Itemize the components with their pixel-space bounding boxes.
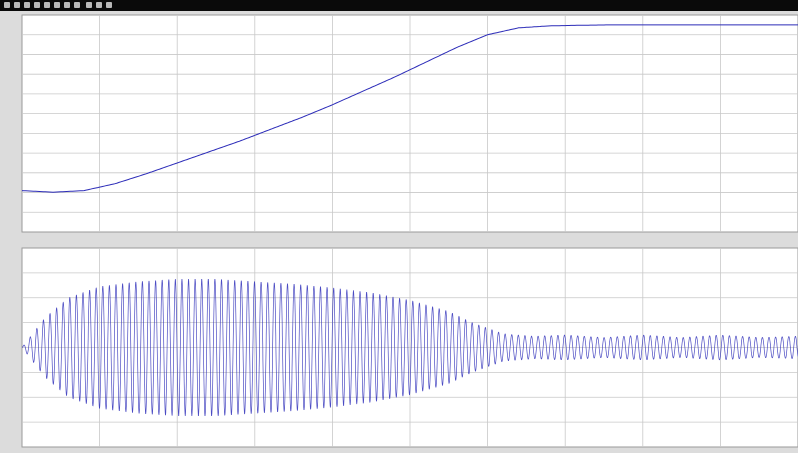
select-signals-icon[interactable]	[106, 2, 112, 8]
autoscale-icon[interactable]	[54, 2, 60, 8]
restore-icon[interactable]	[74, 2, 80, 8]
save-axes-icon[interactable]	[64, 2, 70, 8]
print-icon[interactable]	[4, 2, 10, 8]
settings-icon[interactable]	[14, 2, 20, 8]
zoom-x-icon[interactable]	[34, 2, 40, 8]
scope-titlebar	[0, 0, 798, 11]
series-line-position	[21, 24, 798, 193]
zoom-y-icon[interactable]	[44, 2, 50, 8]
lock-icon[interactable]	[96, 2, 102, 8]
float-icon[interactable]	[86, 2, 92, 8]
series-line-oscillation	[21, 279, 798, 416]
zoom-in-icon[interactable]	[24, 2, 30, 8]
